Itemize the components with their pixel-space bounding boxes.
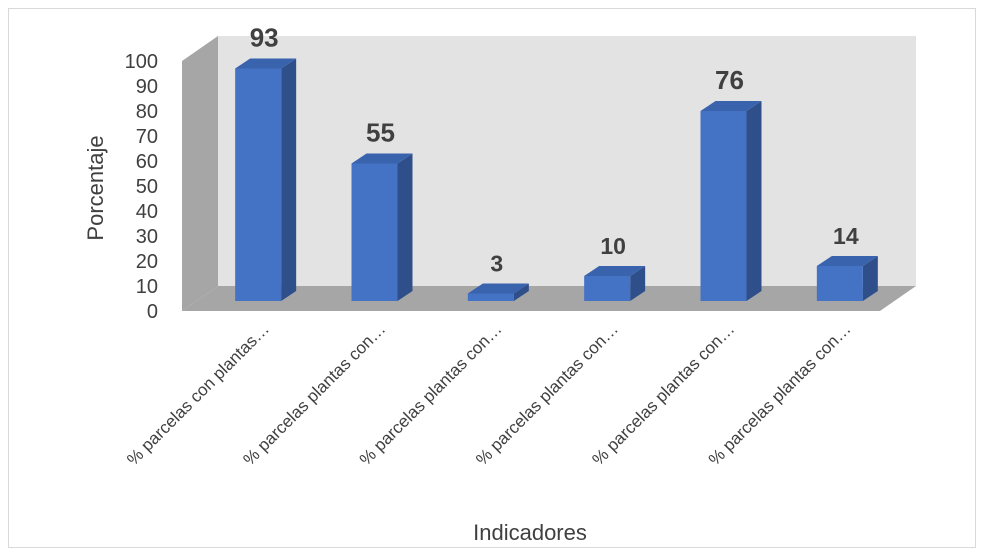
- bar-side: [397, 153, 413, 301]
- bar-side: [630, 266, 646, 301]
- data-label: 10: [600, 233, 626, 259]
- bar-front: [700, 111, 747, 301]
- side-wall: [182, 36, 218, 311]
- bar-top: [700, 101, 762, 111]
- data-label: 76: [715, 65, 744, 95]
- x-axis-title: Indicadores: [473, 520, 587, 545]
- bar-side: [281, 58, 297, 301]
- bar-top: [467, 283, 529, 294]
- data-label: 93: [250, 23, 279, 53]
- y-tick-label: 50: [136, 176, 158, 198]
- y-tick-label: 40: [136, 201, 158, 223]
- bar-front: [816, 266, 863, 301]
- bar-top: [584, 266, 646, 276]
- bar-top: [235, 58, 297, 69]
- bar: [700, 101, 762, 301]
- y-tick-label: 60: [136, 151, 158, 173]
- y-tick-label: 100: [125, 51, 158, 73]
- bar: [235, 58, 297, 301]
- bar-side: [862, 256, 878, 301]
- y-axis-title: Porcentaje: [83, 135, 108, 240]
- y-tick-label: 20: [136, 251, 158, 273]
- y-tick-label: 0: [147, 301, 158, 323]
- y-tick-label: 80: [136, 101, 158, 123]
- bar: [351, 153, 413, 301]
- bar-front: [584, 276, 631, 301]
- bar-top: [816, 256, 878, 266]
- bar: [584, 266, 646, 301]
- back-wall: [218, 36, 916, 286]
- y-tick-label: 90: [136, 76, 158, 98]
- y-tick-label: 30: [136, 226, 158, 248]
- y-tick-label: 10: [136, 276, 158, 298]
- y-tick-label: 70: [136, 126, 158, 148]
- bar: [816, 256, 878, 301]
- bar-front: [235, 68, 282, 301]
- bar-side: [746, 101, 762, 301]
- bar-top: [351, 153, 413, 164]
- bar: [467, 283, 529, 301]
- bar-front: [467, 293, 514, 301]
- data-label: 55: [366, 118, 395, 148]
- bar-side: [513, 283, 529, 301]
- data-label: 3: [490, 251, 503, 277]
- bar-front: [351, 163, 398, 301]
- data-label: 14: [833, 223, 859, 249]
